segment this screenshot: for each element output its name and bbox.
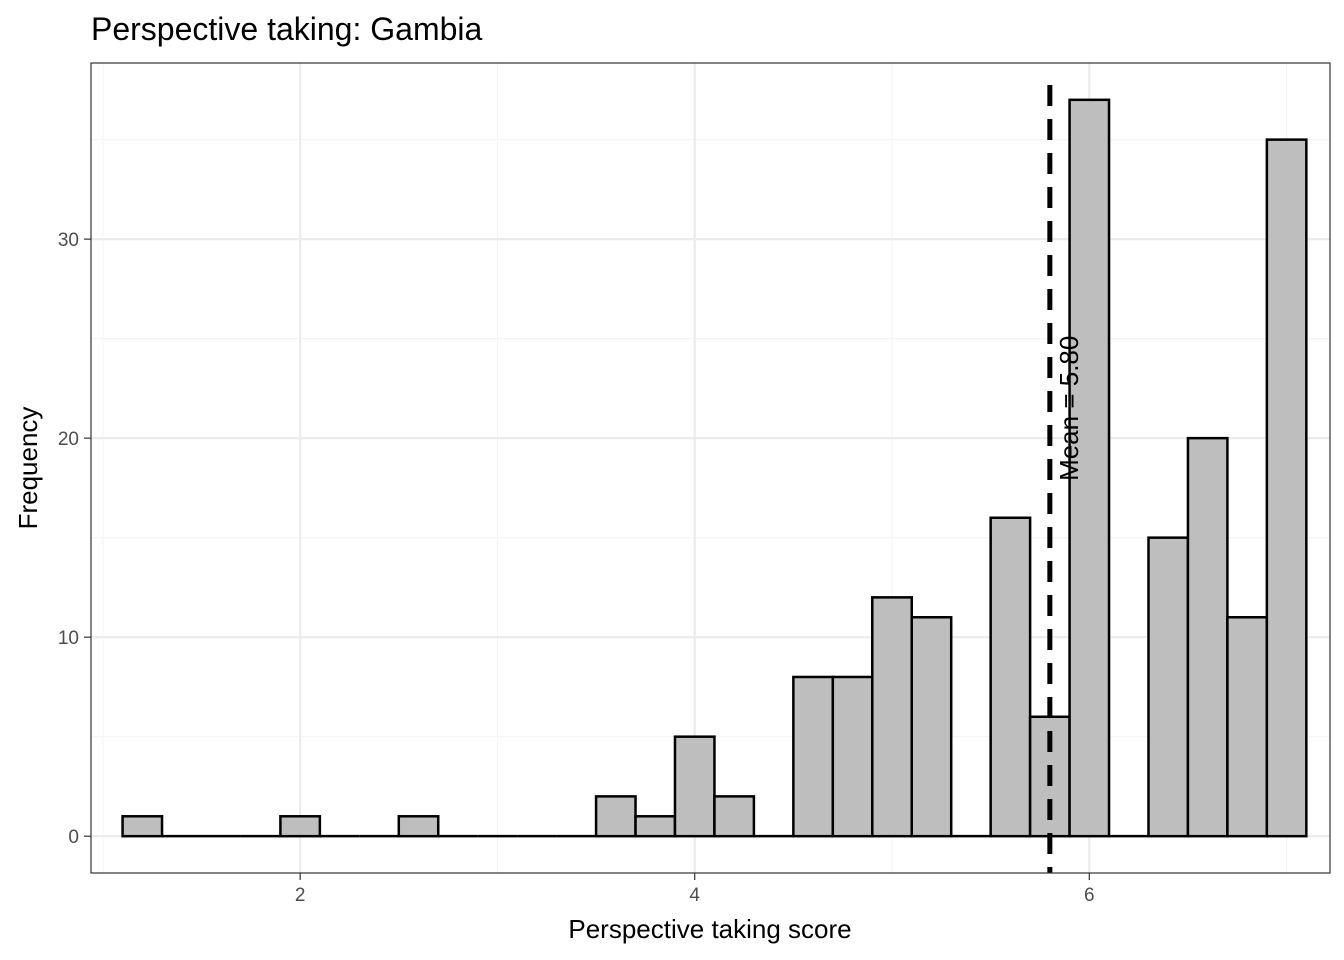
histogram-bar bbox=[634, 815, 677, 838]
y-axis-title: Frequency bbox=[13, 407, 43, 530]
histogram-bar bbox=[792, 675, 835, 838]
histogram-bar bbox=[121, 815, 164, 838]
y-tick-label: 10 bbox=[58, 628, 79, 649]
y-tick-label: 0 bbox=[68, 827, 79, 848]
histogram-bar bbox=[871, 596, 913, 838]
histogram-bar bbox=[1147, 536, 1190, 838]
y-tick-label: 20 bbox=[58, 429, 79, 450]
chart-title: Perspective taking: Gambia bbox=[91, 11, 483, 47]
histogram-bar bbox=[713, 795, 756, 838]
histogram-bar bbox=[1265, 138, 1308, 838]
x-tick-label: 6 bbox=[1084, 885, 1095, 906]
histogram-bar bbox=[831, 675, 874, 838]
mean-label: Mean = 5.80 bbox=[1054, 336, 1084, 481]
histogram-bar bbox=[1186, 436, 1229, 838]
x-axis-ticks: 2 4 6 bbox=[295, 873, 1095, 906]
histogram-bar bbox=[673, 735, 716, 838]
histogram-bar bbox=[594, 795, 637, 838]
mean-line-group: Mean = 5.80 bbox=[1047, 85, 1084, 873]
histogram-bar bbox=[279, 815, 322, 838]
y-axis-ticks: 0 10 20 30 bbox=[58, 230, 91, 848]
x-tick-label: 4 bbox=[689, 885, 700, 906]
x-axis-title: Perspective taking score bbox=[568, 914, 851, 944]
histogram-bar bbox=[910, 616, 953, 838]
panel-border bbox=[90, 62, 1331, 874]
histogram-bar bbox=[1068, 98, 1111, 838]
histogram-bar bbox=[1226, 616, 1269, 838]
histogram-bar bbox=[989, 516, 1032, 838]
y-tick-label: 30 bbox=[58, 230, 79, 251]
x-tick-label: 2 bbox=[295, 885, 306, 906]
histogram-bar bbox=[397, 815, 440, 838]
